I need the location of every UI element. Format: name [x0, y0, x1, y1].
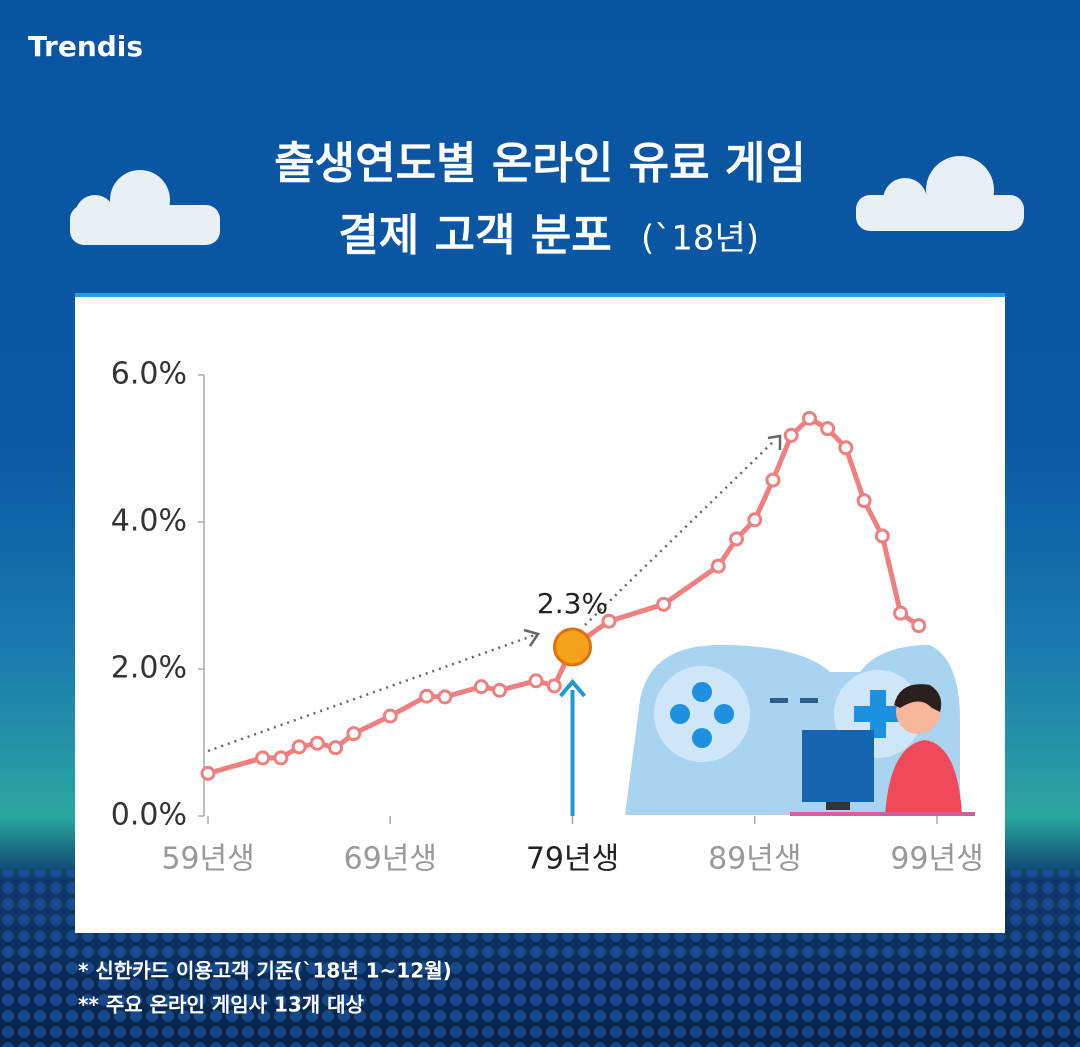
cloud-left: [70, 170, 220, 245]
marker: [838, 440, 854, 456]
marker: [856, 493, 872, 509]
marker: [546, 678, 562, 694]
marker: [492, 682, 508, 698]
marker: [893, 605, 909, 621]
marker: [747, 512, 763, 528]
x-tick-label: 59년생: [161, 842, 254, 877]
chart-panel: [75, 293, 1005, 933]
marker: [820, 421, 836, 437]
marker: [328, 740, 344, 756]
panel-border: [75, 293, 1005, 297]
subtitle: (`18년): [641, 219, 759, 259]
y-tick-label: 6.0%: [111, 357, 187, 392]
marker: [255, 750, 271, 766]
marker: [874, 528, 890, 544]
marker: [419, 688, 435, 704]
marker: [601, 613, 617, 629]
marker: [783, 427, 799, 443]
marker: [528, 673, 544, 689]
y-tick-label: 2.0%: [111, 651, 187, 686]
cloud-right: [856, 156, 1024, 231]
plot: 0.0% 2.0% 4.0% 6.0% 59년생 69년생 79년생 89년생 99년생 2.3%: [111, 357, 984, 877]
gamepad-illustration: [625, 645, 975, 816]
marker: [656, 596, 672, 612]
marker: [473, 679, 489, 695]
value-label: 2.3%: [537, 587, 608, 620]
marker: [801, 410, 817, 426]
x-tick-label: 69년생: [344, 842, 437, 877]
trend-arrows: [207, 439, 776, 753]
title-line: 결제 고객 분포: [338, 210, 612, 261]
trend-arrowheads: [523, 434, 782, 647]
marker: [765, 472, 781, 488]
y-tick-label: 0.0%: [111, 798, 187, 833]
x-tick-label: 79년생: [526, 842, 619, 877]
marker: [309, 735, 325, 751]
marker: [291, 739, 307, 755]
marker: [273, 750, 289, 766]
footnote: ** 주요 온라인 게임사 13개 대상: [78, 993, 365, 1017]
marker: [729, 531, 745, 547]
marker: [346, 726, 362, 742]
marker: [382, 708, 398, 724]
marker: [200, 765, 216, 781]
footnote: * 신한카드 이용고객 기준(`18년 1~12월): [78, 959, 452, 983]
title-line: 출생연도별 온라인 유료 게임: [274, 138, 806, 189]
brand-logo: Trendis: [28, 30, 143, 63]
highlight-marker: [553, 627, 592, 667]
x-tick-label: 89년생: [708, 842, 801, 877]
highlight-arrowhead: [558, 678, 587, 698]
y-tick-label: 4.0%: [111, 504, 187, 539]
marker: [911, 618, 927, 634]
x-tick-label: 99년생: [890, 842, 983, 877]
marker: [710, 558, 726, 574]
marker: [437, 689, 453, 705]
